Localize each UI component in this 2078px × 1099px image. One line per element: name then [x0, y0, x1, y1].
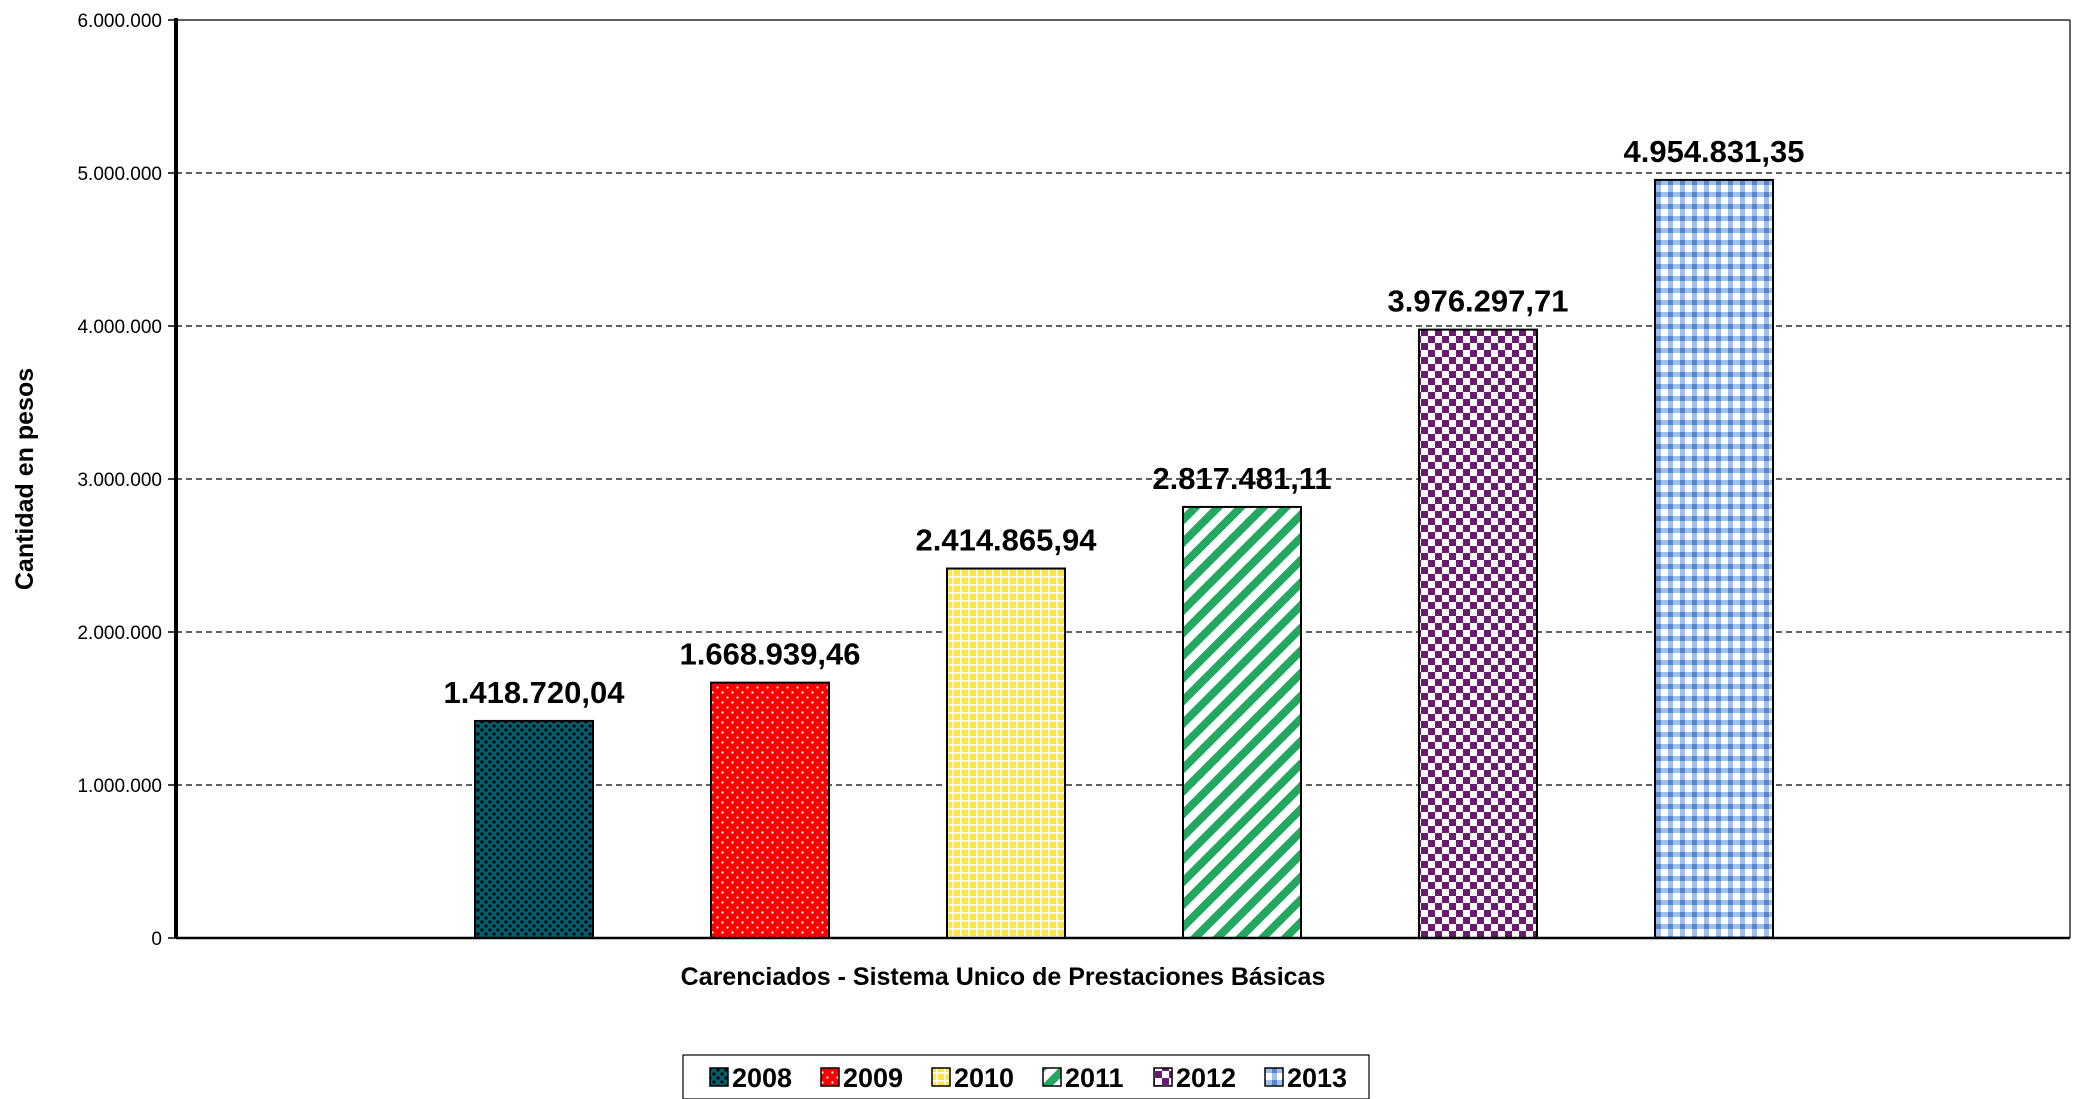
data-label-2011: 2.817.481,11	[1152, 461, 1331, 496]
bar-2010	[946, 567, 1066, 939]
data-label-2009: 1.668.939,46	[679, 637, 860, 672]
x-axis-title: Carenciados - Sistema Unico de Prestacio…	[681, 963, 1326, 991]
y-tick-label: 0	[151, 929, 162, 950]
legend-swatch-2009	[820, 1067, 840, 1087]
bar-2008	[474, 719, 594, 940]
y-tick-label: 6.000.000	[77, 11, 162, 32]
bar-2013	[1654, 178, 1774, 939]
legend-label-2008: 2008	[732, 1063, 792, 1093]
y-tick-label: 1.000.000	[77, 776, 162, 797]
bars	[474, 178, 1774, 940]
data-labels: 1.418.720,04 1.668.939,46 2.414.865,94 2.81…	[443, 134, 1804, 710]
y-axis-title: Cantidad en pesos	[11, 368, 39, 590]
data-label-2008: 1.418.720,04	[443, 675, 625, 710]
legend-label-2009: 2009	[843, 1063, 903, 1093]
legend-label-2013: 2013	[1287, 1063, 1347, 1093]
y-tick-label: 5.000.000	[77, 164, 162, 185]
legend: 2008 2009 2010 2011 2012 2013	[682, 1054, 1370, 1099]
legend-box	[682, 1054, 1370, 1099]
legend-label-2010: 2010	[954, 1063, 1014, 1093]
data-label-2012: 3.976.297,71	[1387, 284, 1568, 319]
bar-2012	[1418, 328, 1538, 939]
data-label-2010: 2.414.865,94	[915, 523, 1097, 558]
y-tick-label: 3.000.000	[77, 470, 162, 491]
bar-2009	[710, 681, 830, 940]
y-axis-ticks: 0 1.000.000 2.000.000 3.000.000 4.000.000 5.0…	[77, 11, 176, 950]
y-tick-label: 4.000.000	[77, 317, 162, 338]
legend-swatch-2010	[931, 1067, 951, 1087]
legend-swatch-2011	[1042, 1067, 1062, 1087]
legend-swatch-2008	[709, 1067, 729, 1087]
bar-2011	[1182, 505, 1302, 939]
data-label-2013: 4.954.831,35	[1623, 134, 1804, 169]
y-tick-label: 2.000.000	[77, 623, 162, 644]
legend-swatch-2013	[1264, 1067, 1284, 1087]
legend-label-2011: 2011	[1065, 1063, 1124, 1093]
legend-label-2012: 2012	[1176, 1063, 1236, 1093]
legend-swatch-2012	[1153, 1067, 1173, 1087]
